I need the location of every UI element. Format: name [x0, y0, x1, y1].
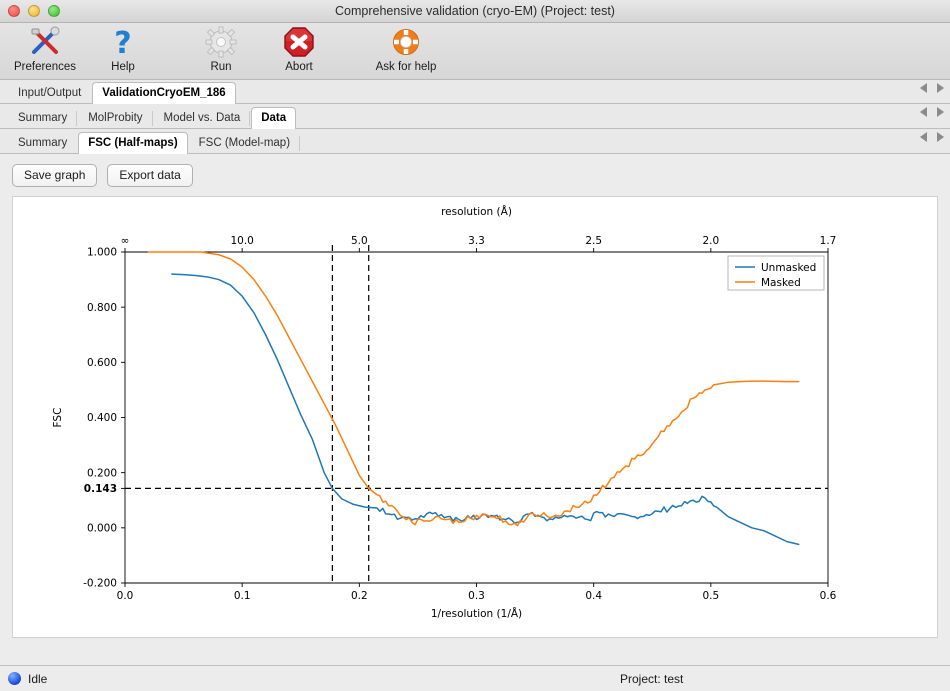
project-label: Project: test	[620, 671, 684, 686]
tab-fsc-model-map[interactable]: FSC (Model-map)	[189, 132, 301, 154]
scroll-right-icon[interactable]	[937, 107, 944, 117]
x-axis-tick-label: 0.0	[117, 590, 134, 602]
tab-data[interactable]: Data	[251, 107, 297, 129]
y-axis-tick-label: 0.200	[87, 467, 117, 479]
tab-summary-tertiary[interactable]: Summary	[18, 137, 68, 149]
y-axis-tick-label: 0.143	[84, 483, 117, 495]
top-axis-tick-label: 2.5	[585, 235, 602, 247]
x-axis-tick-label: 0.3	[468, 590, 485, 602]
abort-button[interactable]: Abort	[260, 23, 338, 73]
tab-row-primary-scroll-arrows	[920, 83, 944, 93]
window-title: Comprehensive validation (cryo-EM) (Proj…	[335, 4, 615, 18]
content-area: Save graph Export data resolution (Å) ∞ 10…	[0, 154, 950, 641]
ask-for-help-button[interactable]: Ask for help	[358, 23, 454, 73]
top-axis-tick-label: 10.0	[230, 235, 253, 247]
save-graph-button[interactable]: Save graph	[12, 164, 98, 187]
tab-row-primary: Input/Output ValidationCryoEM_186	[0, 80, 950, 104]
status-text: Idle	[28, 671, 48, 686]
y-axis-tick-label: 1.000	[87, 247, 117, 259]
blue-sphere-icon	[8, 672, 21, 685]
window-titlebar: Comprehensive validation (cryo-EM) (Proj…	[0, 0, 950, 23]
preferences-label: Preferences	[13, 61, 76, 73]
tab-molprobity[interactable]: MolProbity	[78, 107, 153, 129]
tab-fsc-half-maps[interactable]: FSC (Half-maps)	[78, 132, 188, 154]
x-axis-label: 1/resolution (1/Å)	[431, 607, 522, 620]
scroll-left-icon[interactable]	[920, 107, 927, 117]
scroll-right-icon[interactable]	[937, 83, 944, 93]
x-axis-tick-label: 0.2	[351, 590, 368, 602]
top-axis-tick-label: 5.0	[351, 235, 368, 247]
x-axis-tick-label: 0.4	[585, 590, 602, 602]
y-axis-tick-label: 0.800	[87, 302, 117, 314]
top-axis-tick-label: 2.0	[702, 235, 719, 247]
scroll-left-icon[interactable]	[920, 83, 927, 93]
run-label: Run	[210, 61, 232, 73]
graph-action-bar: Save graph Export data	[12, 164, 938, 187]
series-line-masked	[147, 251, 800, 527]
series-line-unmasked	[171, 273, 800, 546]
y-axis-label: FSC	[52, 408, 64, 428]
maximize-window-button[interactable]	[48, 5, 60, 17]
tab-row-tertiary: Summary FSC (Half-maps) FSC (Model-map)	[0, 129, 950, 154]
abort-label: Abort	[285, 61, 313, 73]
question-mark-icon: ?	[106, 25, 140, 59]
run-button[interactable]: Run	[182, 23, 260, 73]
tab-row-secondary: Summary MolProbity Model vs. Data Data	[0, 104, 950, 129]
traffic-light-group	[0, 5, 60, 17]
preferences-button[interactable]: Preferences	[6, 23, 84, 73]
top-axis-tick-label: 3.3	[468, 235, 485, 247]
y-axis-tick-label: 0.600	[87, 357, 117, 369]
tab-model-vs-data[interactable]: Model vs. Data	[154, 107, 251, 129]
minimize-window-button[interactable]	[28, 5, 40, 17]
life-ring-icon	[389, 25, 423, 59]
svg-text:?: ?	[114, 26, 131, 58]
gear-icon	[204, 25, 238, 59]
status-bar: Idle Project: test	[0, 665, 950, 691]
tab-row-tertiary-scroll-arrows	[920, 132, 944, 142]
y-axis-tick-label: -0.200	[83, 578, 117, 590]
tab-row-secondary-scroll-arrows	[920, 107, 944, 117]
status-group: Idle	[0, 672, 620, 686]
tab-input-output[interactable]: Input/Output	[18, 87, 82, 99]
ask-for-help-label: Ask for help	[375, 61, 437, 73]
tools-icon	[28, 25, 62, 59]
main-toolbar: Preferences ? Help	[0, 23, 950, 80]
legend-label-unmasked: Unmasked	[761, 262, 816, 274]
top-axis-label: resolution (Å)	[441, 205, 512, 218]
fsc-chart: resolution (Å) ∞ 10.0 5.0 3.3 2.5 2.0 1.7 -0.200…	[52, 205, 837, 620]
export-data-button[interactable]: Export data	[107, 164, 193, 187]
tab-summary-secondary[interactable]: Summary	[8, 107, 78, 129]
x-axis-tick-label: 0.1	[234, 590, 251, 602]
stop-x-icon	[282, 25, 316, 59]
scroll-left-icon[interactable]	[920, 132, 927, 142]
tab-validationcryoem[interactable]: ValidationCryoEM_186	[92, 82, 236, 104]
y-axis-tick-label: 0.400	[87, 412, 117, 424]
top-axis-tick-label: 1.7	[820, 235, 837, 247]
fsc-plot-panel: resolution (Å) ∞ 10.0 5.0 3.3 2.5 2.0 1.7 -0.200…	[12, 196, 938, 638]
close-window-button[interactable]	[8, 5, 20, 17]
legend-label-masked: Masked	[761, 277, 801, 289]
help-label: Help	[111, 61, 135, 73]
x-axis-tick-label: 0.6	[820, 590, 837, 602]
help-button[interactable]: ? Help	[84, 23, 162, 73]
y-axis-tick-label: 0.000	[87, 522, 117, 534]
scroll-right-icon[interactable]	[937, 132, 944, 142]
top-axis-tick-label: ∞	[121, 235, 130, 247]
x-axis-tick-label: 0.5	[702, 590, 719, 602]
legend-box	[727, 255, 825, 291]
